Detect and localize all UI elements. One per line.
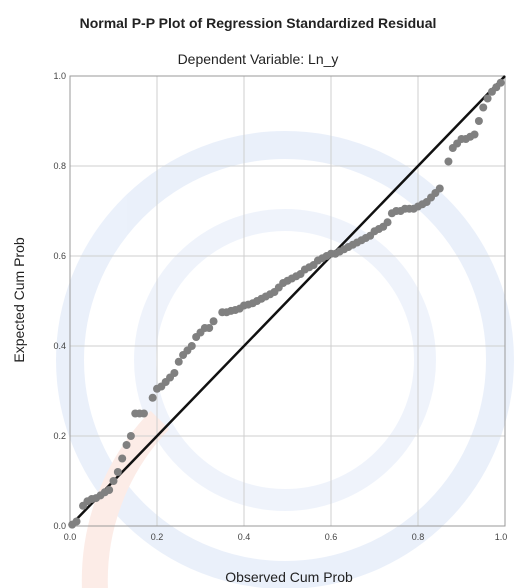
y-tick-label: 1.0: [53, 71, 66, 81]
data-point: [170, 369, 179, 377]
x-axis-label: Observed Cum Prob: [225, 569, 353, 585]
data-point: [205, 324, 214, 332]
reference-line: [69, 75, 506, 527]
y-axis-label: Expected Cum Prob: [11, 237, 27, 362]
y-tick-label: 0.8: [53, 161, 66, 171]
y-tick-labels: 0.0 0.2 0.4 0.6 0.8 1.0: [53, 71, 66, 531]
data-point: [72, 517, 81, 526]
data-point: [435, 184, 444, 193]
data-point: [474, 117, 483, 125]
x-tick-label: 0.4: [238, 532, 251, 542]
x-tick-label: 0.2: [151, 532, 164, 542]
data-points: [68, 78, 505, 529]
data-point: [122, 441, 131, 449]
x-tick-labels: 0.0 0.2 0.4 0.6 0.8 1.0: [64, 532, 508, 542]
x-tick-label: 0.8: [412, 532, 425, 542]
data-point: [470, 130, 479, 139]
chart-title: Normal P-P Plot of Regression Standardiz…: [80, 15, 437, 31]
data-point: [479, 103, 488, 112]
data-point: [383, 218, 392, 227]
data-point: [209, 317, 218, 326]
data-point: [126, 432, 135, 440]
data-point: [105, 486, 114, 494]
data-point: [444, 157, 453, 166]
y-tick-label: 0.6: [53, 251, 66, 261]
data-point: [483, 94, 492, 103]
background-watermark: [56, 131, 514, 588]
data-point: [113, 468, 122, 476]
data-point: [109, 477, 118, 485]
y-tick-label: 0.4: [53, 341, 66, 351]
x-tick-label: 0.6: [325, 532, 338, 542]
y-tick-label: 0.2: [53, 431, 66, 441]
chart-subtitle: Dependent Variable: Ln_y: [178, 51, 339, 67]
x-tick-label: 1.0: [495, 532, 508, 542]
data-point: [118, 454, 127, 463]
data-point: [496, 78, 505, 87]
data-point: [148, 393, 157, 402]
plot-frame: [69, 75, 506, 527]
data-point: [139, 409, 148, 418]
y-tick-label: 0.0: [53, 521, 66, 531]
x-tick-label: 0.0: [64, 532, 77, 542]
data-point: [187, 342, 196, 350]
data-point: [174, 357, 183, 366]
